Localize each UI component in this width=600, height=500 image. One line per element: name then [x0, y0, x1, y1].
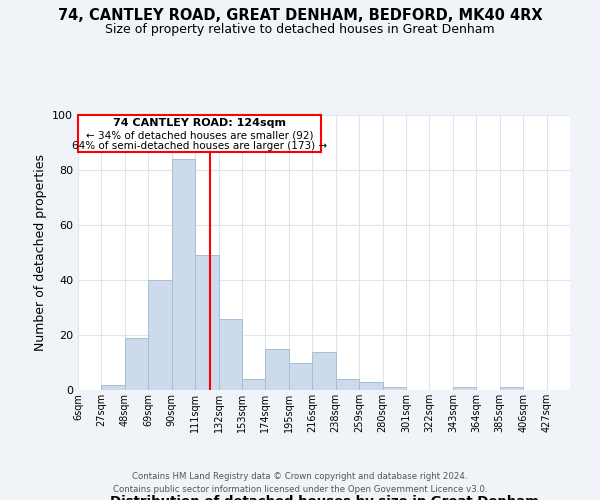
Y-axis label: Number of detached properties: Number of detached properties: [34, 154, 47, 351]
Bar: [312, 352, 336, 390]
Bar: [125, 338, 148, 390]
Text: 64% of semi-detached houses are larger (173) →: 64% of semi-detached houses are larger (…: [72, 141, 327, 151]
Bar: [289, 362, 312, 390]
Bar: [265, 349, 289, 390]
Bar: [336, 379, 359, 390]
Bar: [78, 115, 321, 152]
Bar: [218, 318, 242, 390]
Bar: [500, 387, 523, 390]
Bar: [383, 387, 406, 390]
Text: 74, CANTLEY ROAD, GREAT DENHAM, BEDFORD, MK40 4RX: 74, CANTLEY ROAD, GREAT DENHAM, BEDFORD,…: [58, 8, 542, 22]
Text: Contains HM Land Registry data © Crown copyright and database right 2024.: Contains HM Land Registry data © Crown c…: [132, 472, 468, 481]
Bar: [453, 387, 476, 390]
Bar: [195, 255, 218, 390]
X-axis label: Distribution of detached houses by size in Great Denham: Distribution of detached houses by size …: [110, 494, 538, 500]
Text: Contains public sector information licensed under the Open Government Licence v3: Contains public sector information licen…: [113, 485, 487, 494]
Text: 74 CANTLEY ROAD: 124sqm: 74 CANTLEY ROAD: 124sqm: [113, 118, 286, 128]
Bar: [172, 159, 195, 390]
Text: ← 34% of detached houses are smaller (92): ← 34% of detached houses are smaller (92…: [86, 130, 313, 140]
Text: Size of property relative to detached houses in Great Denham: Size of property relative to detached ho…: [105, 22, 495, 36]
Bar: [359, 382, 383, 390]
Bar: [242, 379, 265, 390]
Bar: [148, 280, 172, 390]
Bar: [101, 384, 125, 390]
